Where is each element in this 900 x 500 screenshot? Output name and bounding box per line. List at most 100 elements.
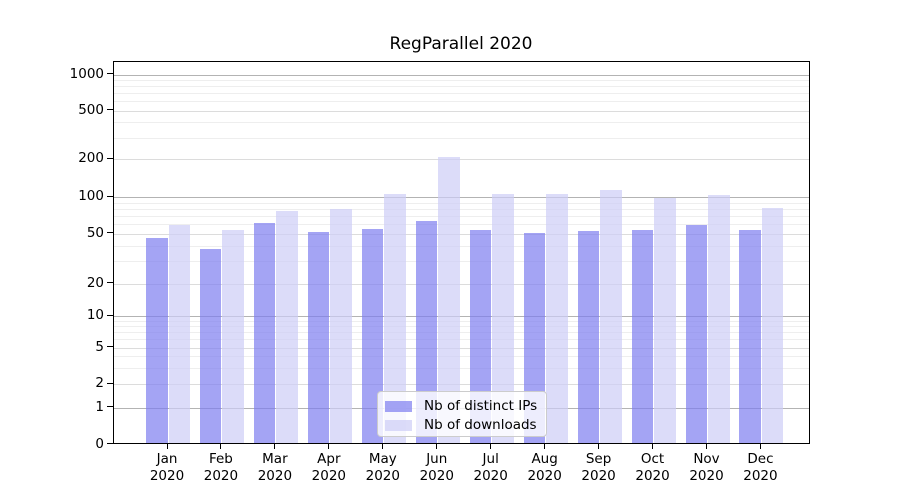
bar-ips-jan [146,238,168,443]
x-tick-mark-jan [166,444,168,449]
x-tick-mark-jul [490,444,492,449]
y-tick-label-500: 500 [78,101,104,118]
bar-downloads-mar [276,211,298,443]
gridline-y-20 [114,283,809,285]
legend: Nb of distinct IPs Nb of downloads [377,391,547,437]
y-tick-label-1000: 1000 [69,65,104,82]
y-tick-label-10: 10 [86,307,104,323]
plot-area [113,61,810,444]
gridline-y-1000 [114,74,809,76]
y-tick-mark-20 [107,282,113,283]
y-tick-mark-5 [107,346,113,347]
gridline-y-60 [114,224,809,226]
chart-title: RegParallel 2020 [389,34,533,54]
x-tick-mark-dec [759,444,761,449]
y-tick-label-100: 100 [78,188,104,204]
gridline-y-6 [114,339,809,341]
x-tick-label-apr: Apr 2020 [311,451,347,484]
y-tick-label-50: 50 [86,224,104,241]
gridline-y-5 [114,347,809,349]
legend-label-downloads: Nb of downloads [424,417,537,433]
y-tick-mark-100 [107,195,113,197]
gridline-y-3 [114,367,809,369]
gridline-y-50 [114,233,809,235]
gridline-y-800 [114,86,809,88]
gridline-y-7 [114,332,809,334]
bar-downloads-jul [492,193,514,443]
bar-ips-apr [307,231,330,443]
gridline-y-2 [114,384,809,385]
y-tick-mark-1 [107,406,113,407]
gridline-y-900 [114,79,809,81]
x-tick-label-sep: Sep 2020 [581,451,616,484]
x-tick-mark-feb [220,444,222,449]
bar-downloads-sep [600,189,622,443]
y-tick-mark-200 [107,157,113,159]
x-tick-label-feb: Feb 2020 [203,451,239,484]
x-tick-mark-nov [706,444,707,449]
gridline-y-8 [114,326,809,328]
x-tick-mark-jun [436,444,438,449]
gridline-y-30 [114,261,809,263]
bar-downloads-aug [546,194,568,443]
x-tick-mark-apr [328,444,330,449]
gridline-y-400 [114,122,809,124]
bar-ips-mar [253,223,276,443]
gridline-y-700 [114,93,809,95]
gridline-y-90 [114,202,809,204]
x-tick-label-nov: Nov 2020 [689,451,724,484]
bar-ips-jul [469,229,492,443]
x-tick-mark-may [382,444,384,449]
bar-ips-may [361,228,384,443]
x-tick-label-oct: Oct 2020 [635,451,670,484]
y-tick-mark-2 [107,382,113,384]
x-tick-mark-aug [544,444,546,449]
gridline-y-40 [114,245,809,247]
x-tick-label-aug: Aug 2020 [527,451,562,484]
bar-downloads-nov [708,194,730,443]
y-tick-mark-0 [107,443,113,444]
gridline-y-500 [114,110,809,112]
gridline-y-100 [114,197,809,198]
x-tick-mark-oct [652,444,654,449]
y-tick-mark-50 [107,232,113,234]
x-tick-mark-sep [598,444,600,449]
x-tick-label-dec: Dec 2020 [743,451,778,484]
gridline-y-9 [114,320,809,322]
bar-ips-nov [685,224,707,443]
legend-swatch-distinct-ips [385,400,412,412]
y-tick-label-5: 5 [95,338,104,355]
bar-ips-oct [631,229,654,443]
bar-ips-aug [523,232,546,443]
x-tick-label-jun: Jun 2020 [419,451,454,484]
bar-downloads-apr [330,209,352,443]
bar-ips-sep [577,230,600,443]
legend-label-distinct-ips: Nb of distinct IPs [424,398,538,414]
bar-ips-dec [739,229,761,443]
bar-ips-feb [199,249,222,443]
y-tick-mark-10 [107,314,113,316]
y-tick-label-2: 2 [95,375,104,391]
y-tick-mark-1000 [107,73,113,74]
x-tick-label-may: May 2020 [365,451,400,484]
gridline-y-10 [114,316,809,317]
bar-ips-jun [415,221,438,443]
bar-downloads-dec [761,208,784,443]
gridline-y-300 [114,137,809,139]
gridline-y-70 [114,215,809,217]
legend-item-distinct-ips: Nb of distinct IPs [385,397,538,415]
x-tick-mark-mar [274,444,276,449]
gridline-y-200 [114,159,809,161]
legend-item-downloads: Nb of downloads [385,416,538,434]
bar-downloads-oct [654,198,676,443]
bar-downloads-feb [222,229,244,443]
gridline-y-4 [114,356,809,358]
y-tick-mark-500 [107,109,113,110]
bar-downloads-jan [168,224,190,443]
bar-downloads-may [384,193,406,443]
x-tick-label-jan: Jan 2020 [149,451,185,484]
y-tick-label-1: 1 [95,398,104,415]
gridline-y-80 [114,208,809,210]
bar-downloads-jun [438,157,460,443]
